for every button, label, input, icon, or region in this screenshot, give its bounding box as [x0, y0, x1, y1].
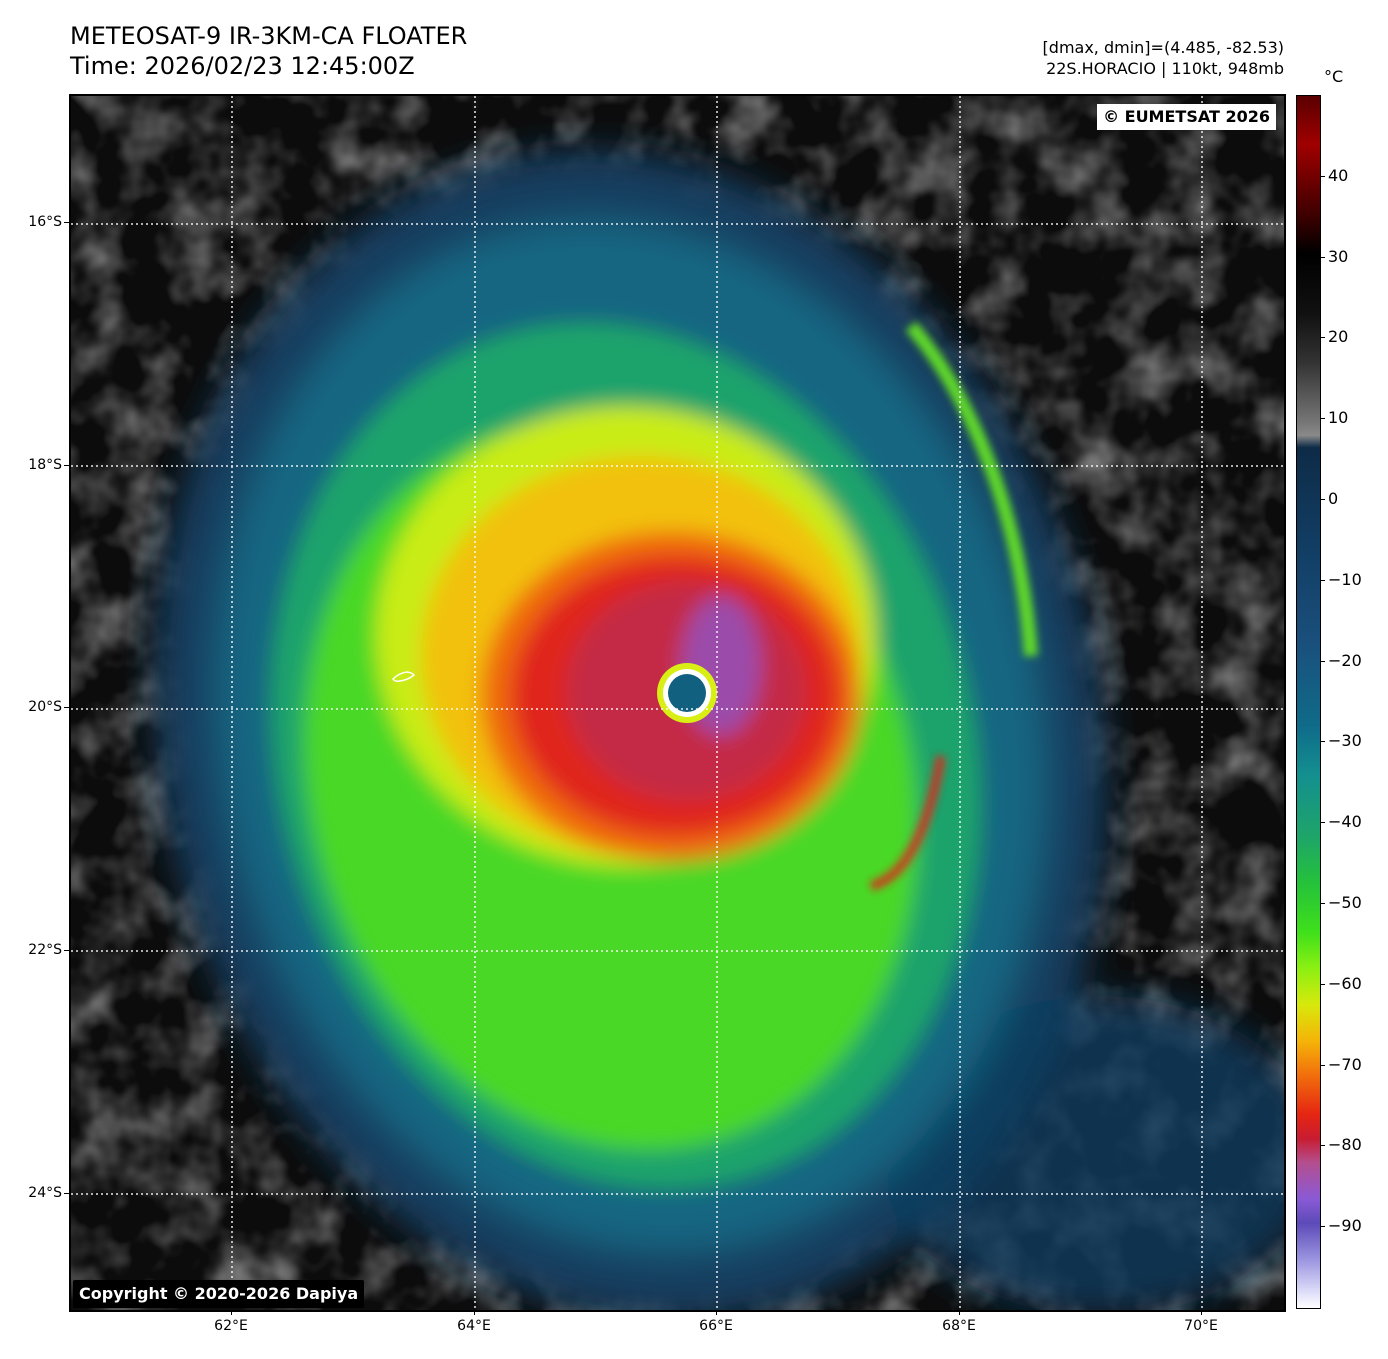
colorbar-tick — [1320, 1065, 1325, 1066]
lat-tick — [64, 707, 69, 708]
data-range-info: [dmax, dmin]=(4.485, -82.53) — [1042, 38, 1284, 57]
lon-label: 68°E — [942, 1318, 976, 1334]
colorbar-tick — [1320, 984, 1325, 985]
colorbar-tick-label: 20 — [1328, 327, 1349, 346]
lon-tick — [231, 1310, 232, 1315]
lat-tick — [64, 222, 69, 223]
product-title: METEOSAT-9 IR-3KM-CA FLOATER — [70, 22, 468, 50]
lat-tick — [64, 1193, 69, 1194]
lat-tick — [64, 465, 69, 466]
colorbar-tick — [1320, 499, 1325, 500]
colorbar-tick — [1320, 337, 1325, 338]
colorbar-tick — [1320, 1145, 1325, 1146]
colorbar-tick — [1320, 903, 1325, 904]
colorbar-tick-label: 10 — [1328, 408, 1349, 427]
colorbar-tick — [1320, 418, 1325, 419]
colorbar-tick-label: −10 — [1328, 570, 1362, 589]
copyright-badge: Copyright © 2020-2026 Dapiya — [73, 1280, 365, 1308]
lon-tick — [474, 1310, 475, 1315]
colorbar-tick-label: −60 — [1328, 974, 1362, 993]
temperature-colorbar — [1296, 95, 1321, 1309]
colorbar-tick — [1320, 1226, 1325, 1227]
eumetsat-watermark: © EUMETSAT 2026 — [1097, 104, 1276, 130]
colorbar-tick-label: 40 — [1328, 166, 1349, 185]
colorbar-tick-label: −90 — [1328, 1216, 1362, 1235]
lon-tick — [716, 1310, 717, 1315]
lat-tick — [64, 950, 69, 951]
satellite-map[interactable]: © EUMETSAT 2026 Copyright © 2020-2026 Da… — [69, 94, 1286, 1312]
colorbar-tick-label: −50 — [1328, 893, 1362, 912]
colorbar-tick-label: −40 — [1328, 812, 1362, 831]
lat-label: 18°S — [28, 457, 62, 473]
lon-label: 64°E — [457, 1318, 491, 1334]
colorbar-tick-label: 30 — [1328, 247, 1349, 266]
colorbar-tick-label: −20 — [1328, 651, 1362, 670]
colorbar-tick — [1320, 176, 1325, 177]
colorbar-tick-label: 0 — [1328, 489, 1339, 508]
lat-label: 24°S — [28, 1185, 62, 1201]
lat-label: 20°S — [28, 699, 62, 715]
colorbar-tick — [1320, 661, 1325, 662]
satellite-image — [71, 96, 1284, 1310]
colorbar-tick — [1320, 580, 1325, 581]
lon-label: 66°E — [699, 1318, 733, 1334]
observation-time: Time: 2026/02/23 12:45:00Z — [70, 52, 415, 80]
colorbar-tick-label: −70 — [1328, 1055, 1362, 1074]
island-outline — [392, 671, 415, 682]
lon-tick — [959, 1310, 960, 1315]
lon-label: 62°E — [214, 1318, 248, 1334]
lon-label: 70°E — [1184, 1318, 1218, 1334]
storm-info: 22S.HORACIO | 110kt, 948mb — [1046, 59, 1284, 78]
lat-label: 22°S — [28, 942, 62, 958]
lon-tick — [1201, 1310, 1202, 1315]
lat-label: 16°S — [28, 214, 62, 230]
gridlines — [71, 96, 1284, 1310]
colorbar-tick-label: −30 — [1328, 731, 1362, 750]
colorbar-tick — [1320, 822, 1325, 823]
colorbar-tick — [1320, 741, 1325, 742]
colorbar-tick-label: −80 — [1328, 1135, 1362, 1154]
colorbar-unit: °C — [1324, 67, 1344, 86]
colorbar-tick — [1320, 257, 1325, 258]
